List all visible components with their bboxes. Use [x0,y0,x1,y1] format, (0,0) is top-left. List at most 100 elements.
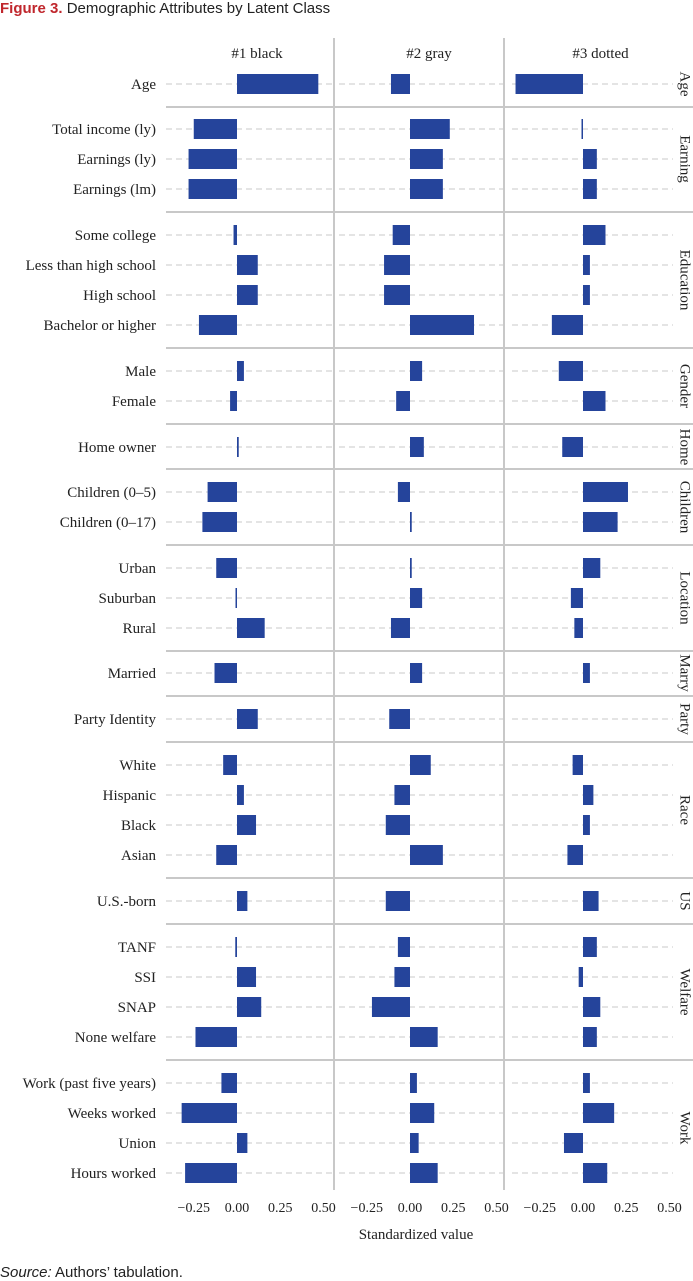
bar [583,1103,615,1123]
bar [410,1103,435,1123]
bar [410,512,412,532]
bar [188,149,237,169]
bar [237,785,244,805]
bar [570,588,583,608]
bar [237,815,257,835]
bar [410,558,412,578]
row-label: Bachelor or higher [44,318,156,334]
bar [563,1133,583,1153]
bar [394,967,410,987]
bar [202,512,237,532]
figure-title: Figure 3. Demographic Attributes by Late… [0,0,330,17]
bar [583,255,590,275]
x-tick-label: 0.00 [225,1201,250,1216]
bar [583,815,590,835]
bar [551,315,583,335]
bar [558,361,583,381]
bar [583,997,601,1017]
group-label: Welfare [677,968,693,1015]
bar [181,1103,237,1123]
row-label: Earnings (lm) [73,182,156,198]
row-label: Married [108,666,157,682]
group-label: Gender [677,364,693,408]
bar [515,74,583,94]
bar [237,361,244,381]
row-label: High school [83,288,156,304]
source-note: Source: Authors’ tabulation. [0,1264,183,1281]
group-label: Marry [677,654,693,692]
x-tick-label: −0.25 [351,1201,383,1216]
bar [410,315,475,335]
bar [410,1073,417,1093]
source-text: Authors’ tabulation. [55,1264,183,1281]
x-axis-title: Standardized value [359,1227,474,1243]
figure-label: Figure 3. [0,0,63,17]
row-label: Some college [75,228,157,244]
group-label: Home [677,429,693,466]
row-label: Age [131,77,156,93]
x-tick-label: 0.00 [398,1201,423,1216]
bar [198,315,237,335]
row-label: Suburban [99,591,157,607]
figure-title-text: Demographic Attributes by Latent Class [66,0,331,17]
bar [396,391,410,411]
panel-title: #2 gray [406,46,452,62]
bar [214,663,237,683]
bar [410,1133,419,1153]
x-tick-label: 0.50 [484,1201,509,1216]
bar [578,967,583,987]
row-label: TANF [118,940,156,956]
bar [390,618,410,638]
bar [389,709,410,729]
row-label: None welfare [75,1030,157,1046]
bar [410,755,431,775]
row-label: Male [125,364,156,380]
bar [410,845,443,865]
bar [237,709,258,729]
panel-title: #3 dotted [572,46,629,62]
bar [237,618,265,638]
bar [235,588,237,608]
bar [410,119,450,139]
bar [397,482,410,502]
row-label: Rural [123,621,156,637]
row-label: Hispanic [103,788,157,804]
bar [237,74,319,94]
bar [385,815,410,835]
bar [583,225,606,245]
row-label: Weeks worked [68,1106,157,1122]
bar [235,937,237,957]
row-label: U.S.-born [97,894,157,910]
group-label: Education [677,250,693,311]
group-label: Party [677,703,693,735]
bar [195,1027,237,1047]
bar [392,225,410,245]
row-label: Black [121,818,156,834]
bar [230,391,237,411]
row-label: SSI [134,970,156,986]
bar [572,755,583,775]
x-tick-label: 0.50 [657,1201,682,1216]
x-tick-label: 0.25 [441,1201,466,1216]
row-label: Earnings (ly) [77,152,156,168]
group-label: Age [677,72,693,97]
x-tick-label: −0.25 [178,1201,210,1216]
row-label: Female [112,394,156,410]
bar [385,891,410,911]
bar [237,1133,248,1153]
bar [410,361,423,381]
bar [397,937,410,957]
group-label: Work [677,1112,693,1145]
bar [574,618,583,638]
bar [237,997,262,1017]
bar [583,663,590,683]
bar [207,482,237,502]
bar [237,437,239,457]
bar [394,785,410,805]
bar [583,149,597,169]
bar [583,785,594,805]
bar [581,119,583,139]
bar [237,891,248,911]
group-label: Race [677,795,693,825]
